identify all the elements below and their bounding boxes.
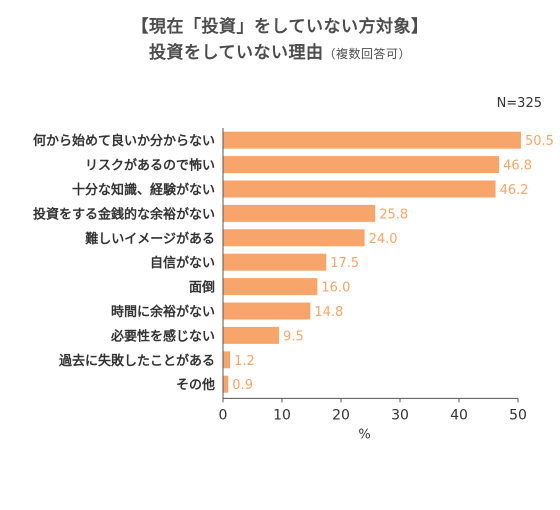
bar [223, 302, 311, 320]
data-label: 24.0 [369, 232, 398, 247]
data-label: 9.5 [283, 329, 304, 344]
bar [223, 278, 318, 296]
x-tick-label: 30 [391, 407, 409, 423]
bar [223, 326, 280, 344]
x-tick-label: 40 [450, 407, 468, 423]
title-line-1: 【現在「投資」をしていない方対象】 [131, 17, 429, 37]
title-line-2: 投資をしていない理由（複数回答可） [0, 40, 560, 67]
category-label: 過去に失敗したことがある [58, 353, 215, 369]
category-label: その他 [176, 377, 215, 393]
category-label: 十分な知識、経験がない [72, 182, 215, 198]
category-label: 難しいイメージがある [85, 231, 215, 247]
x-axis-label: % [358, 427, 370, 442]
data-label: 16.0 [321, 281, 350, 296]
data-label: 17.5 [330, 256, 359, 271]
data-label: 25.8 [379, 207, 408, 222]
bar [223, 204, 376, 222]
data-label: 1.2 [234, 354, 255, 369]
bar [223, 180, 496, 198]
category-label: 何から始めて良いか分からない [33, 133, 215, 149]
x-tick-label: 50 [509, 407, 527, 423]
category-label: リスクがあるので怖い [85, 158, 215, 174]
x-tick-label: 0 [219, 407, 228, 423]
title-main: 投資をしていない理由 [148, 43, 324, 63]
x-tick-label: 10 [273, 407, 291, 423]
category-label: 面倒 [189, 280, 215, 296]
data-label: 14.8 [314, 305, 343, 320]
bar [223, 253, 327, 271]
bar [223, 229, 365, 247]
data-label: 46.8 [503, 159, 532, 174]
bar [223, 131, 521, 149]
sample-size-note: N=325 [496, 96, 542, 111]
category-label: 時間に余裕がない [111, 304, 215, 320]
bar [223, 375, 229, 393]
bar [223, 351, 231, 369]
category-label: 自信がない [150, 255, 215, 271]
data-label: 0.9 [232, 378, 253, 393]
x-tick-label: 20 [332, 407, 350, 423]
bar [223, 156, 500, 174]
chart-title: 【現在「投資」をしていない方対象】 投資をしていない理由（複数回答可） [0, 14, 560, 67]
category-label: 投資をする金銭的な余裕がない [33, 206, 215, 222]
category-label: 必要性を感じない [110, 328, 215, 344]
data-label: 46.2 [500, 183, 529, 198]
title-sub: （複数回答可） [323, 47, 411, 61]
data-label: 50.5 [525, 134, 554, 149]
